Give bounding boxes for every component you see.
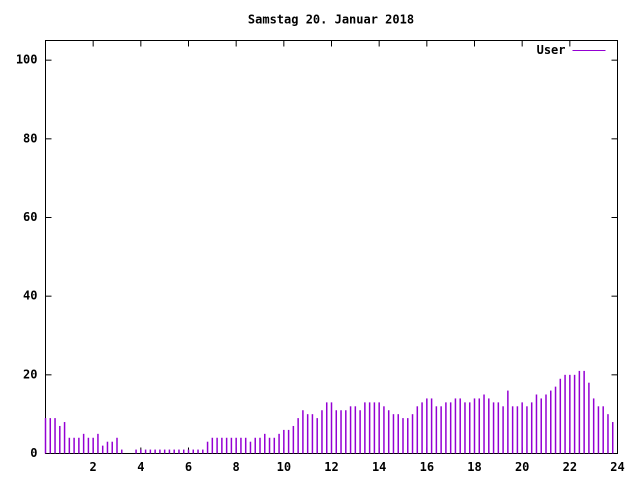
y-tick-label: 80 bbox=[23, 131, 37, 145]
x-tick-label: 6 bbox=[185, 460, 192, 474]
x-tick-label: 4 bbox=[137, 460, 144, 474]
x-tick-label: 8 bbox=[233, 460, 240, 474]
y-tick-label: 40 bbox=[23, 289, 37, 303]
legend-label: User bbox=[537, 43, 566, 57]
y-tick-label: 60 bbox=[23, 210, 37, 224]
y-tick-label: 20 bbox=[23, 367, 37, 381]
x-tick-label: 10 bbox=[277, 460, 291, 474]
x-tick-label: 24 bbox=[610, 460, 624, 474]
x-tick-label: 22 bbox=[563, 460, 577, 474]
x-tick-label: 20 bbox=[515, 460, 529, 474]
x-tick-label: 18 bbox=[467, 460, 481, 474]
y-tick-label: 0 bbox=[30, 446, 37, 460]
x-tick-label: 16 bbox=[420, 460, 434, 474]
x-tick-label: 14 bbox=[372, 460, 386, 474]
chart-title: Samstag 20. Januar 2018 bbox=[248, 13, 414, 27]
x-tick-label: 2 bbox=[90, 460, 97, 474]
x-tick-label: 12 bbox=[324, 460, 338, 474]
y-tick-label: 100 bbox=[16, 53, 38, 67]
